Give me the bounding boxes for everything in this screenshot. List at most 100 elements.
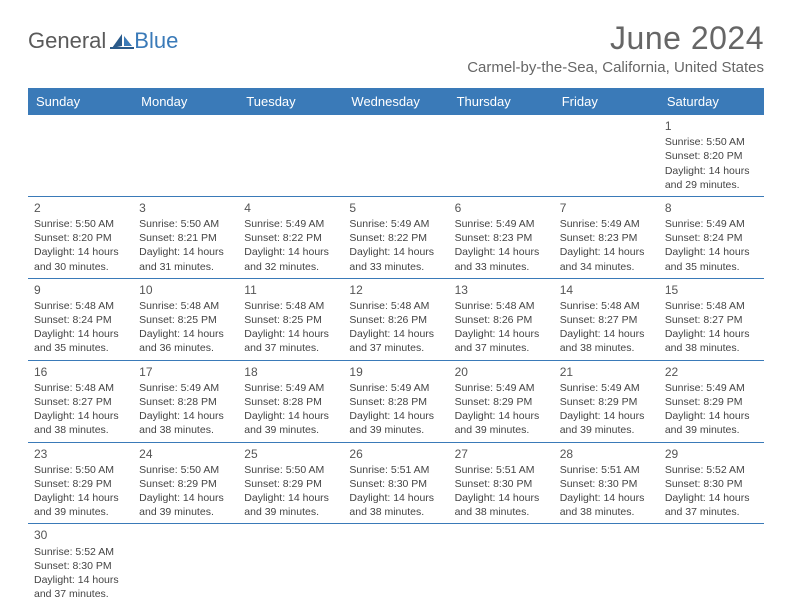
sunset-line: Sunset: 8:20 PM <box>665 149 758 163</box>
sunrise-line: Sunrise: 5:49 AM <box>665 217 758 231</box>
day-header: Monday <box>133 88 238 115</box>
sunset-line: Sunset: 8:30 PM <box>349 477 442 491</box>
sunrise-line: Sunrise: 5:50 AM <box>139 217 232 231</box>
daylight-line-2: and 39 minutes. <box>349 423 442 437</box>
sunrise-line: Sunrise: 5:51 AM <box>349 463 442 477</box>
daylight-line-2: and 37 minutes. <box>34 587 127 601</box>
day-number: 4 <box>244 200 337 216</box>
day-number: 14 <box>560 282 653 298</box>
day-cell: 20Sunrise: 5:49 AMSunset: 8:29 PMDayligh… <box>449 361 554 442</box>
sunset-line: Sunset: 8:30 PM <box>560 477 653 491</box>
daylight-line-1: Daylight: 14 hours <box>244 409 337 423</box>
week-row: 23Sunrise: 5:50 AMSunset: 8:29 PMDayligh… <box>28 443 764 525</box>
empty-cell <box>449 115 554 196</box>
daylight-line-1: Daylight: 14 hours <box>665 327 758 341</box>
day-number: 6 <box>455 200 548 216</box>
sunset-line: Sunset: 8:28 PM <box>139 395 232 409</box>
daylight-line-1: Daylight: 14 hours <box>560 327 653 341</box>
day-number: 2 <box>34 200 127 216</box>
sunset-line: Sunset: 8:28 PM <box>349 395 442 409</box>
sunset-line: Sunset: 8:27 PM <box>560 313 653 327</box>
day-cell: 17Sunrise: 5:49 AMSunset: 8:28 PMDayligh… <box>133 361 238 442</box>
sunrise-line: Sunrise: 5:48 AM <box>560 299 653 313</box>
sunrise-line: Sunrise: 5:48 AM <box>34 299 127 313</box>
day-number: 10 <box>139 282 232 298</box>
day-cell: 23Sunrise: 5:50 AMSunset: 8:29 PMDayligh… <box>28 443 133 524</box>
logo-blue: Blue <box>134 28 178 54</box>
day-cell: 16Sunrise: 5:48 AMSunset: 8:27 PMDayligh… <box>28 361 133 442</box>
daylight-line-1: Daylight: 14 hours <box>560 409 653 423</box>
week-row: 1Sunrise: 5:50 AMSunset: 8:20 PMDaylight… <box>28 115 764 197</box>
daylight-line-2: and 38 minutes. <box>560 341 653 355</box>
week-row: 16Sunrise: 5:48 AMSunset: 8:27 PMDayligh… <box>28 361 764 443</box>
daylight-line-2: and 35 minutes. <box>34 341 127 355</box>
daylight-line-2: and 31 minutes. <box>139 260 232 274</box>
day-cell: 9Sunrise: 5:48 AMSunset: 8:24 PMDaylight… <box>28 279 133 360</box>
day-cell: 6Sunrise: 5:49 AMSunset: 8:23 PMDaylight… <box>449 197 554 278</box>
day-number: 23 <box>34 446 127 462</box>
month-title: June 2024 <box>467 20 764 57</box>
sunrise-line: Sunrise: 5:51 AM <box>560 463 653 477</box>
day-cell: 8Sunrise: 5:49 AMSunset: 8:24 PMDaylight… <box>659 197 764 278</box>
day-cell: 7Sunrise: 5:49 AMSunset: 8:23 PMDaylight… <box>554 197 659 278</box>
sunset-line: Sunset: 8:25 PM <box>244 313 337 327</box>
day-number: 22 <box>665 364 758 380</box>
empty-cell <box>238 115 343 196</box>
sunrise-line: Sunrise: 5:49 AM <box>139 381 232 395</box>
title-block: June 2024 Carmel-by-the-Sea, California,… <box>467 20 764 76</box>
empty-cell <box>28 115 133 196</box>
sunset-line: Sunset: 8:28 PM <box>244 395 337 409</box>
daylight-line-2: and 39 minutes. <box>139 505 232 519</box>
sunrise-line: Sunrise: 5:50 AM <box>665 135 758 149</box>
daylight-line-2: and 39 minutes. <box>34 505 127 519</box>
logo-sail-icon <box>110 32 134 50</box>
sunset-line: Sunset: 8:29 PM <box>560 395 653 409</box>
daylight-line-1: Daylight: 14 hours <box>665 164 758 178</box>
day-cell: 13Sunrise: 5:48 AMSunset: 8:26 PMDayligh… <box>449 279 554 360</box>
sunset-line: Sunset: 8:23 PM <box>455 231 548 245</box>
daylight-line-2: and 37 minutes. <box>665 505 758 519</box>
daylight-line-2: and 38 minutes. <box>349 505 442 519</box>
day-cell: 22Sunrise: 5:49 AMSunset: 8:29 PMDayligh… <box>659 361 764 442</box>
sunrise-line: Sunrise: 5:49 AM <box>560 217 653 231</box>
daylight-line-2: and 38 minutes. <box>560 505 653 519</box>
day-cell: 10Sunrise: 5:48 AMSunset: 8:25 PMDayligh… <box>133 279 238 360</box>
day-cell: 2Sunrise: 5:50 AMSunset: 8:20 PMDaylight… <box>28 197 133 278</box>
week-row: 2Sunrise: 5:50 AMSunset: 8:20 PMDaylight… <box>28 197 764 279</box>
week-row: 9Sunrise: 5:48 AMSunset: 8:24 PMDaylight… <box>28 279 764 361</box>
daylight-line-1: Daylight: 14 hours <box>139 409 232 423</box>
empty-cell <box>449 524 554 605</box>
location: Carmel-by-the-Sea, California, United St… <box>467 59 764 76</box>
sunrise-line: Sunrise: 5:49 AM <box>244 381 337 395</box>
day-headers-row: SundayMondayTuesdayWednesdayThursdayFrid… <box>28 88 764 115</box>
empty-cell <box>133 115 238 196</box>
day-header: Wednesday <box>343 88 448 115</box>
day-number: 9 <box>34 282 127 298</box>
empty-cell <box>343 115 448 196</box>
day-number: 26 <box>349 446 442 462</box>
logo-general: General <box>28 28 106 54</box>
day-cell: 12Sunrise: 5:48 AMSunset: 8:26 PMDayligh… <box>343 279 448 360</box>
daylight-line-1: Daylight: 14 hours <box>34 491 127 505</box>
sunrise-line: Sunrise: 5:50 AM <box>34 463 127 477</box>
day-cell: 24Sunrise: 5:50 AMSunset: 8:29 PMDayligh… <box>133 443 238 524</box>
day-cell: 3Sunrise: 5:50 AMSunset: 8:21 PMDaylight… <box>133 197 238 278</box>
sunset-line: Sunset: 8:22 PM <box>244 231 337 245</box>
daylight-line-2: and 35 minutes. <box>665 260 758 274</box>
daylight-line-2: and 29 minutes. <box>665 178 758 192</box>
daylight-line-1: Daylight: 14 hours <box>349 409 442 423</box>
sunrise-line: Sunrise: 5:50 AM <box>244 463 337 477</box>
day-header: Friday <box>554 88 659 115</box>
day-number: 29 <box>665 446 758 462</box>
day-number: 24 <box>139 446 232 462</box>
sunset-line: Sunset: 8:29 PM <box>665 395 758 409</box>
day-number: 11 <box>244 282 337 298</box>
day-number: 3 <box>139 200 232 216</box>
daylight-line-1: Daylight: 14 hours <box>455 491 548 505</box>
daylight-line-2: and 33 minutes. <box>455 260 548 274</box>
empty-cell <box>343 524 448 605</box>
daylight-line-1: Daylight: 14 hours <box>665 245 758 259</box>
daylight-line-1: Daylight: 14 hours <box>560 491 653 505</box>
day-cell: 26Sunrise: 5:51 AMSunset: 8:30 PMDayligh… <box>343 443 448 524</box>
sunset-line: Sunset: 8:26 PM <box>455 313 548 327</box>
